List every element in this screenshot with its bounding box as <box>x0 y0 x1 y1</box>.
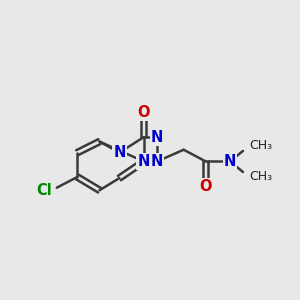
Text: N: N <box>151 130 163 145</box>
Text: N: N <box>151 154 163 169</box>
Text: N: N <box>224 154 236 169</box>
Text: N: N <box>138 154 150 169</box>
Text: O: O <box>200 179 212 194</box>
Text: O: O <box>137 105 150 120</box>
Text: N: N <box>113 145 126 160</box>
Text: CH₃: CH₃ <box>249 170 272 184</box>
Text: Cl: Cl <box>36 183 52 198</box>
Text: CH₃: CH₃ <box>249 140 272 152</box>
